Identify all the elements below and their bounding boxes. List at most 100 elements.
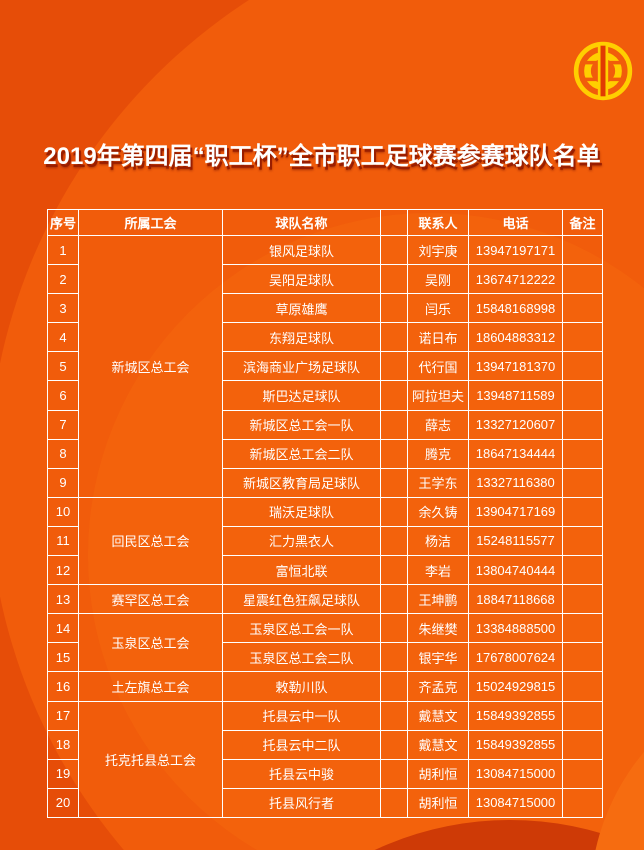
table-body: 1 新城区总工会 银风足球队 刘宇庚 13947197171 2 吴阳足球队 吴刚 136747… xyxy=(47,234,603,819)
cell-spacer xyxy=(380,671,408,702)
table-row: 2 吴阳足球队 吴刚 13674712222 xyxy=(47,264,603,295)
cell-contact: 齐孟克 xyxy=(407,671,469,702)
cell-note xyxy=(562,264,603,295)
cell-spacer xyxy=(380,700,408,731)
cell-contact: 戴慧文 xyxy=(407,700,469,731)
cell-index: 9 xyxy=(47,467,79,498)
cell-contact: 朱继樊 xyxy=(407,613,469,644)
cell-spacer xyxy=(380,380,408,411)
cell-team: 银风足球队 xyxy=(222,234,381,266)
cell-note xyxy=(562,234,603,266)
cell-contact: 李岩 xyxy=(407,555,469,586)
cell-phone: 13674712222 xyxy=(468,264,563,295)
cell-contact: 刘宇庚 xyxy=(407,234,469,266)
cell-note xyxy=(562,293,603,324)
cell-contact: 余久铸 xyxy=(407,496,469,527)
cell-phone: 17678007624 xyxy=(468,642,563,673)
cell-phone: 15248115577 xyxy=(468,525,563,557)
cell-spacer xyxy=(380,555,408,586)
cell-phone: 15849392855 xyxy=(468,729,563,760)
trade-union-logo-svg xyxy=(573,41,633,101)
cell-phone: 13904717169 xyxy=(468,496,563,527)
cell-phone: 15849392855 xyxy=(468,700,563,731)
cell-index: 7 xyxy=(47,409,79,440)
cell-phone: 13084715000 xyxy=(468,758,563,789)
cell-team: 玉泉区总工会二队 xyxy=(222,642,381,673)
cell-note xyxy=(562,496,603,527)
table-row: 3 草原雄鹰 闫乐 15848168998 xyxy=(47,293,603,324)
cell-note xyxy=(562,642,603,673)
cell-phone: 13384888500 xyxy=(468,613,563,644)
cell-team: 托县云中骏 xyxy=(222,758,381,789)
cell-note xyxy=(562,758,603,789)
table-row: 8 新城区总工会二队 腾克 18647134444 xyxy=(47,438,603,469)
cell-spacer xyxy=(380,729,408,760)
cell-phone: 13947181370 xyxy=(468,351,563,382)
cell-team: 草原雄鹰 xyxy=(222,293,381,324)
table-row: 10 回民区总工会 瑞沃足球队 余久铸 13904717169 xyxy=(47,496,603,586)
cell-spacer xyxy=(380,264,408,295)
cell-note xyxy=(562,380,603,411)
table-row: 14 玉泉区总工会 玉泉区总工会一队 朱继樊 13384888500 xyxy=(47,613,603,673)
table-row: 17 托克托县总工会 托县云中一队 戴慧文 15849392855 xyxy=(47,700,603,818)
table-row: 5 滨海商业广场足球队 代行国 13947181370 xyxy=(47,351,603,382)
cell-phone: 13947197171 xyxy=(468,234,563,266)
cell-union: 回民区总工会 xyxy=(78,496,223,586)
cell-spacer xyxy=(380,409,408,440)
cell-phone: 13327120607 xyxy=(468,409,563,440)
table-row: 11 汇力黑衣人 杨洁 15248115577 xyxy=(47,525,603,557)
table-row: 15 玉泉区总工会二队 银宇华 17678007624 xyxy=(47,642,603,673)
cell-index: 8 xyxy=(47,438,79,469)
header-cell-1: 所属工会 xyxy=(78,209,223,236)
cell-team: 吴阳足球队 xyxy=(222,264,381,295)
cell-spacer xyxy=(380,293,408,324)
cell-team: 新城区教育局足球队 xyxy=(222,467,381,498)
cell-index: 16 xyxy=(47,671,79,702)
cell-spacer xyxy=(380,642,408,673)
table-header: 序号 所属工会 球队名称 联系人 电话 备注 xyxy=(47,209,603,236)
cell-contact: 阿拉坦夫 xyxy=(407,380,469,411)
header-cell-0: 序号 xyxy=(47,209,79,236)
cell-team: 玉泉区总工会一队 xyxy=(222,613,381,644)
cell-spacer xyxy=(380,584,408,615)
header-cell-3 xyxy=(380,209,408,236)
cell-note xyxy=(562,438,603,469)
cell-note xyxy=(562,613,603,644)
poster-title: 2019年第四届“职工杯”全市职工足球赛参赛球队名单 xyxy=(43,143,601,170)
header-cell-6: 备注 xyxy=(562,209,603,236)
table-row: 4 东翔足球队 诺日布 18604883312 xyxy=(47,322,603,353)
cell-index: 3 xyxy=(47,293,79,324)
cell-spacer xyxy=(380,438,408,469)
header-cell-4: 联系人 xyxy=(407,209,469,236)
cell-team: 托县云中一队 xyxy=(222,700,381,731)
cell-index: 19 xyxy=(47,758,79,789)
cell-contact: 戴慧文 xyxy=(407,729,469,760)
teams-table: 序号 所属工会 球队名称 联系人 电话 备注 1 新城区总工会 银风足球队 刘宇庚 1394719… xyxy=(47,209,603,819)
cell-contact: 王坤鹏 xyxy=(407,584,469,615)
cell-phone: 13327116380 xyxy=(468,467,563,498)
cell-phone: 13804740444 xyxy=(468,555,563,586)
cell-note xyxy=(562,409,603,440)
cell-phone: 18847118668 xyxy=(468,584,563,615)
cell-note xyxy=(562,584,603,615)
cell-index: 10 xyxy=(47,496,79,527)
cell-team: 新城区总工会二队 xyxy=(222,438,381,469)
cell-spacer xyxy=(380,234,408,266)
cell-team: 敕勒川队 xyxy=(222,671,381,702)
cell-spacer xyxy=(380,758,408,789)
cell-team: 瑞沃足球队 xyxy=(222,496,381,527)
cell-contact: 杨洁 xyxy=(407,525,469,557)
cell-note xyxy=(562,467,603,498)
cell-index: 14 xyxy=(47,613,79,644)
cell-note xyxy=(562,555,603,586)
table-row: 6 斯巴达足球队 阿拉坦夫 13948711589 xyxy=(47,380,603,411)
cell-index: 12 xyxy=(47,555,79,586)
cell-contact: 胡利恒 xyxy=(407,758,469,789)
cell-note xyxy=(562,525,603,557)
cell-team: 滨海商业广场足球队 xyxy=(222,351,381,382)
cell-contact: 闫乐 xyxy=(407,293,469,324)
cell-phone: 13084715000 xyxy=(468,787,563,819)
table-row: 19 托县云中骏 胡利恒 13084715000 xyxy=(47,758,603,789)
header-cell-2: 球队名称 xyxy=(222,209,381,236)
table-row: 20 托县风行者 胡利恒 13084715000 xyxy=(47,787,603,819)
